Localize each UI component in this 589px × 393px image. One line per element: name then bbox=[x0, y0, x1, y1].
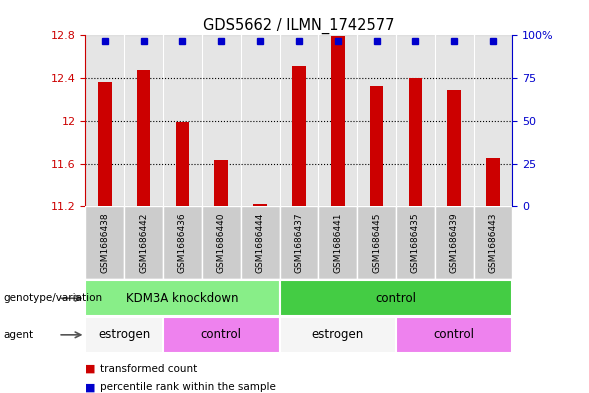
Bar bbox=[163, 317, 280, 353]
Text: GSM1686442: GSM1686442 bbox=[139, 213, 148, 273]
Bar bbox=[396, 317, 512, 353]
Bar bbox=[409, 78, 422, 206]
Text: GSM1686440: GSM1686440 bbox=[217, 213, 226, 273]
Text: GSM1686438: GSM1686438 bbox=[100, 212, 110, 273]
Bar bbox=[331, 37, 345, 206]
Text: control: control bbox=[434, 328, 475, 342]
Bar bbox=[292, 66, 306, 206]
Bar bbox=[241, 206, 280, 279]
Title: GDS5662 / ILMN_1742577: GDS5662 / ILMN_1742577 bbox=[203, 18, 395, 34]
Bar bbox=[474, 206, 512, 279]
Text: ■: ■ bbox=[85, 382, 96, 393]
Bar bbox=[357, 35, 396, 206]
Bar bbox=[435, 206, 474, 279]
Bar bbox=[214, 160, 228, 206]
Text: GSM1686444: GSM1686444 bbox=[256, 213, 264, 273]
Text: GSM1686437: GSM1686437 bbox=[294, 212, 303, 273]
Bar bbox=[202, 206, 241, 279]
Text: transformed count: transformed count bbox=[100, 364, 197, 374]
Text: agent: agent bbox=[3, 330, 33, 340]
Text: control: control bbox=[201, 328, 241, 342]
Text: genotype/variation: genotype/variation bbox=[3, 293, 102, 303]
Text: GSM1686436: GSM1686436 bbox=[178, 212, 187, 273]
Bar bbox=[396, 206, 435, 279]
Bar bbox=[474, 35, 512, 206]
Bar bbox=[163, 35, 202, 206]
Text: estrogen: estrogen bbox=[98, 328, 150, 342]
Text: percentile rank within the sample: percentile rank within the sample bbox=[100, 382, 276, 393]
Text: GSM1686441: GSM1686441 bbox=[333, 213, 342, 273]
Bar bbox=[253, 204, 267, 206]
Bar bbox=[85, 317, 163, 353]
Text: GSM1686435: GSM1686435 bbox=[411, 212, 420, 273]
Bar bbox=[85, 206, 124, 279]
Bar bbox=[370, 86, 383, 206]
Bar bbox=[124, 206, 163, 279]
Text: GSM1686439: GSM1686439 bbox=[449, 212, 459, 273]
Bar bbox=[176, 122, 189, 206]
Text: ■: ■ bbox=[85, 364, 96, 374]
Bar bbox=[280, 317, 396, 353]
Bar bbox=[487, 158, 500, 206]
Bar bbox=[435, 35, 474, 206]
Bar bbox=[357, 206, 396, 279]
Bar bbox=[98, 83, 111, 206]
Bar bbox=[241, 35, 280, 206]
Bar bbox=[202, 35, 241, 206]
Bar bbox=[85, 280, 280, 316]
Text: KDM3A knockdown: KDM3A knockdown bbox=[126, 292, 239, 305]
Bar bbox=[163, 206, 202, 279]
Bar bbox=[396, 35, 435, 206]
Bar bbox=[318, 35, 357, 206]
Bar bbox=[280, 206, 318, 279]
Bar bbox=[318, 206, 357, 279]
Bar bbox=[124, 35, 163, 206]
Text: control: control bbox=[375, 292, 416, 305]
Bar bbox=[448, 90, 461, 206]
Bar bbox=[280, 35, 318, 206]
Text: GSM1686445: GSM1686445 bbox=[372, 213, 381, 273]
Bar bbox=[137, 70, 150, 206]
Text: estrogen: estrogen bbox=[312, 328, 364, 342]
Bar bbox=[280, 280, 512, 316]
Text: GSM1686443: GSM1686443 bbox=[488, 213, 498, 273]
Bar bbox=[85, 35, 124, 206]
